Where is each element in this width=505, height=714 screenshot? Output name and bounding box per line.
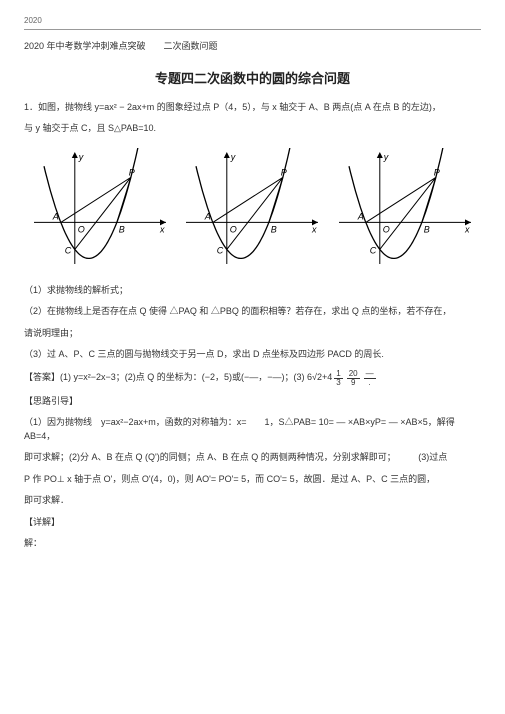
svg-text:O: O xyxy=(78,224,85,234)
hint-header: 【思路引导】 xyxy=(24,395,481,409)
svg-text:C: C xyxy=(370,245,377,255)
problem-line-2: 与 y 轴交于点 C，且 S△PAB=10. xyxy=(24,122,481,136)
question-1: （1）求抛物线的解析式； xyxy=(24,284,481,298)
svg-text:y: y xyxy=(230,152,236,162)
svg-text:P: P xyxy=(129,167,135,177)
svg-text:x: x xyxy=(159,224,165,234)
svg-text:B: B xyxy=(119,224,125,234)
svg-text:x: x xyxy=(464,224,470,234)
svg-text:y: y xyxy=(383,152,389,162)
answer-line: 【答案】(1) y=x²−2x−3；(2)点 Q 的坐标为：(−2，5)或(−—… xyxy=(24,370,481,387)
svg-text:O: O xyxy=(230,224,237,234)
breadcrumb: 2020 年中考数学冲刺难点突破 二次函数问题 xyxy=(24,40,481,54)
svg-text:P: P xyxy=(281,167,287,177)
svg-text:B: B xyxy=(424,224,430,234)
svg-text:C: C xyxy=(217,245,224,255)
frac-1-3: 1 3 xyxy=(334,370,342,387)
svg-text:y: y xyxy=(78,152,84,162)
top-rule xyxy=(24,29,481,30)
parabola-chart-3: x y A B C O P xyxy=(329,148,481,268)
hint-line-3: P 作 PO⊥ x 轴于点 O'，则点 O'(4，0)，则 AO'= PO'= … xyxy=(24,473,481,487)
hint-line-4: 即可求解． xyxy=(24,494,481,508)
svg-text:x: x xyxy=(311,224,317,234)
svg-text:A: A xyxy=(357,211,364,221)
frac-20-9: 20 9 xyxy=(347,370,360,387)
question-2a: （2）在抛物线上是否存在点 Q 使得 △PAQ 和 △PBQ 的面积相等？若存在… xyxy=(24,305,481,319)
answer-text: 【答案】(1) y=x²−2x−3；(2)点 Q 的坐标为：(−2，5)或(−—… xyxy=(24,371,332,385)
svg-text:A: A xyxy=(204,211,211,221)
page-title: 专题四二次函数中的圆的综合问题 xyxy=(24,68,481,87)
hint-line-1: （1）因为抛物线 y=ax²−2ax+m，函数的对称轴为：x= 1，S△PAB=… xyxy=(24,416,481,443)
question-2b: 请说明理由； xyxy=(24,327,481,341)
detail-body: 解： xyxy=(24,537,481,551)
parabola-chart-1: x y A B C O P xyxy=(24,148,176,268)
svg-text:C: C xyxy=(65,245,72,255)
year-tag: 2020 xyxy=(24,16,481,25)
detail-header: 【详解】 xyxy=(24,516,481,530)
svg-text:A: A xyxy=(52,211,59,221)
parabola-chart-2: x y A B C O P xyxy=(176,148,328,268)
question-3: （3）过 A、P、C 三点的圆与抛物线交于另一点 D，求出 D 点坐标及四边形 … xyxy=(24,348,481,362)
svg-text:B: B xyxy=(271,224,277,234)
svg-text:P: P xyxy=(434,167,440,177)
chart-row: x y A B C O P x y A B C O P x y A B C O xyxy=(24,148,481,268)
hint1-text: （1）因为抛物线 y=ax²−2ax+m，函数的对称轴为：x= 1，S△PAB=… xyxy=(24,416,481,443)
hint-line-2: 即可求解；(2)分 A、B 在点 Q (Q')的同侧；点 A、B 在点 Q 的两… xyxy=(24,451,481,465)
svg-text:O: O xyxy=(383,224,390,234)
problem-line-1: 1．如图，抛物线 y=ax² − 2ax+m 的图象经过点 P（4，5），与 x… xyxy=(24,101,481,115)
frac-tail: — . xyxy=(364,370,376,387)
